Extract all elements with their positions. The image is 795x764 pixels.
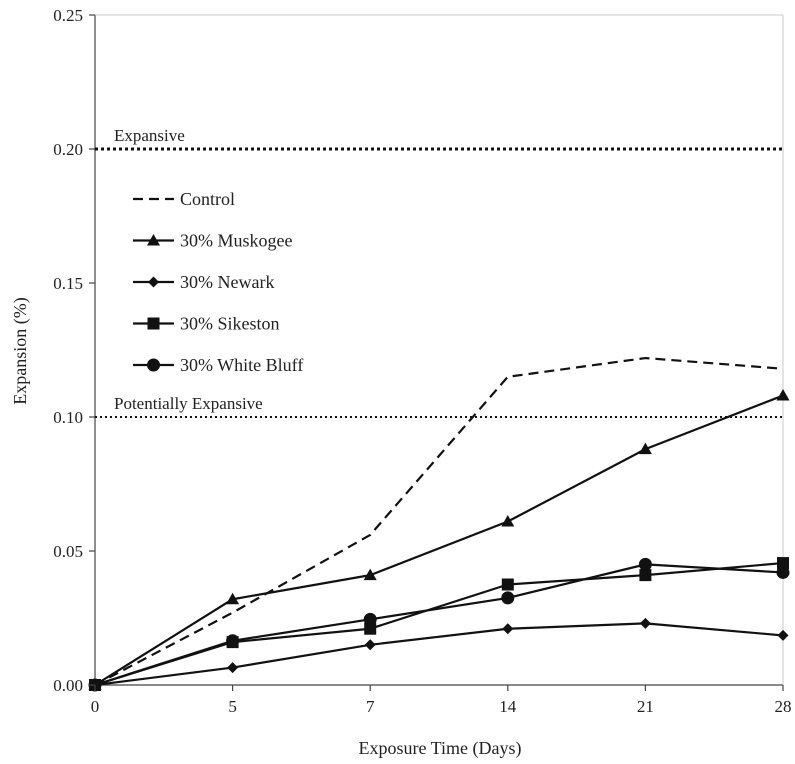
- legend-label: Control: [180, 189, 235, 209]
- data-point: [776, 389, 790, 401]
- data-point: [363, 612, 377, 626]
- x-tick-label: 28: [775, 697, 792, 716]
- data-point: [639, 569, 652, 582]
- x-tick-label: 0: [91, 697, 100, 716]
- data-point: [501, 578, 514, 591]
- legend-entry: Control: [133, 189, 235, 209]
- data-point: [226, 592, 240, 605]
- legend-label: 30% White Bluff: [180, 355, 303, 375]
- y-tick-label: 0.15: [53, 274, 83, 293]
- plot-frame: [94, 14, 784, 686]
- data-point: [777, 629, 789, 641]
- y-axis-title: Expansion (%): [10, 297, 31, 404]
- legend-entry: 30% Muskogee: [133, 231, 292, 251]
- reference-line-label: Expansive: [114, 126, 185, 145]
- series-30-muskogee: [88, 389, 790, 690]
- data-point: [638, 557, 652, 571]
- y-axis-ticks: 0.00 0.05 0.10 0.15 0.20 0.25: [53, 6, 95, 695]
- data-point: [777, 557, 789, 570]
- data-point: [502, 623, 514, 635]
- y-tick-label: 0.20: [53, 140, 83, 159]
- series-line: [94, 561, 784, 687]
- series-control: [94, 356, 784, 686]
- data-point: [148, 276, 159, 288]
- data-point: [147, 358, 160, 372]
- x-tick-label: 5: [228, 697, 237, 716]
- data-point: [147, 317, 160, 330]
- data-point: [501, 591, 515, 605]
- series-line: [94, 622, 784, 687]
- series-line: [94, 356, 784, 686]
- data-point: [639, 617, 651, 629]
- x-axis-ticks: 0 5 7 14 21 28: [91, 685, 792, 716]
- series-line: [94, 394, 784, 686]
- data-point: [147, 234, 160, 246]
- y-tick-label: 0.25: [53, 6, 83, 25]
- series-line: [94, 563, 784, 687]
- x-tick-label: 21: [637, 697, 654, 716]
- data-point: [364, 622, 377, 635]
- legend-label: 30% Sikeston: [180, 314, 280, 334]
- data-point: [638, 442, 652, 455]
- y-tick-label: 0.00: [53, 676, 83, 695]
- legend-entry: 30% Newark: [133, 272, 274, 292]
- x-tick-label: 7: [366, 697, 375, 716]
- legend-entry: 30% Sikeston: [133, 314, 280, 334]
- legend-entry: 30% White Bluff: [133, 355, 303, 375]
- data-point: [501, 515, 515, 527]
- data-point: [364, 639, 376, 651]
- reference-lines: Expansive Potentially Expansive: [95, 126, 783, 418]
- reference-line-label: Potentially Expansive: [114, 394, 263, 413]
- legend: Control 30% Muskogee 30% Newark 30% Sikesto…: [133, 189, 303, 375]
- data-point: [363, 568, 377, 581]
- x-tick-label: 14: [499, 697, 517, 716]
- legend-label: 30% Muskogee: [180, 231, 292, 251]
- y-tick-label: 0.05: [53, 542, 83, 561]
- y-tick-label: 0.10: [53, 408, 83, 427]
- x-axis-title: Exposure Time (Days): [359, 738, 522, 759]
- data-point: [226, 634, 240, 648]
- data-point: [227, 662, 239, 674]
- data-point: [776, 565, 790, 579]
- legend-label: 30% Newark: [180, 272, 274, 292]
